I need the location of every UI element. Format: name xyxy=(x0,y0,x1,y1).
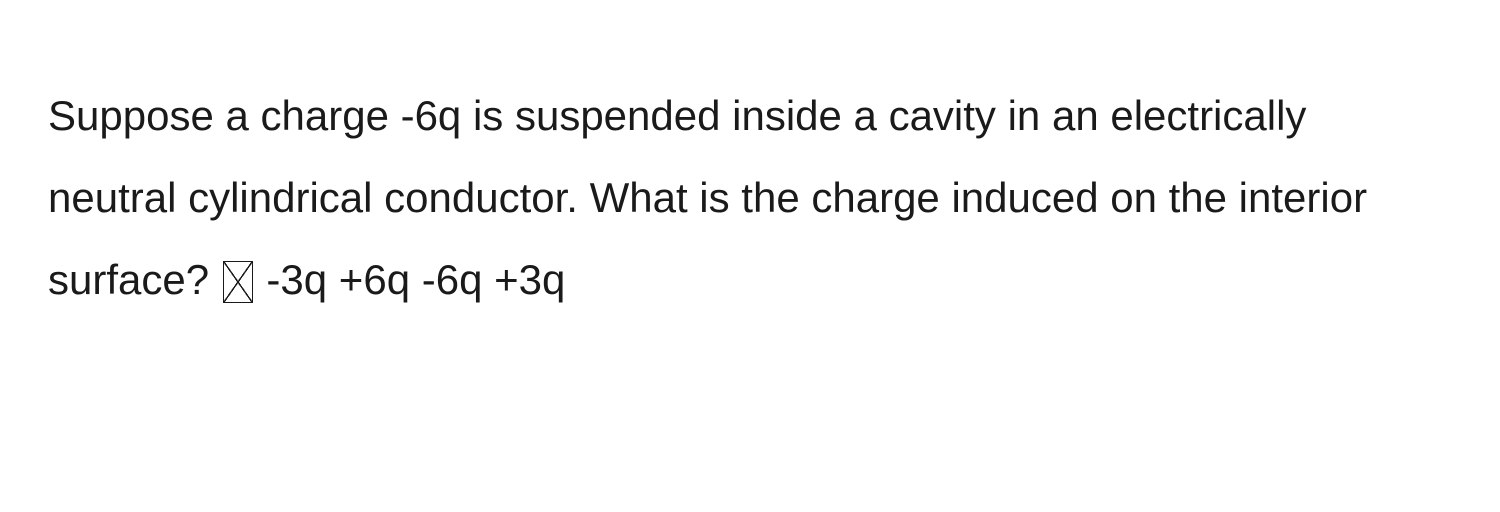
missing-glyph-icon xyxy=(223,261,253,303)
question-text: Suppose a charge -6q is suspended inside… xyxy=(48,75,1440,321)
question-options: -3q +6q -6q +3q xyxy=(255,256,566,303)
